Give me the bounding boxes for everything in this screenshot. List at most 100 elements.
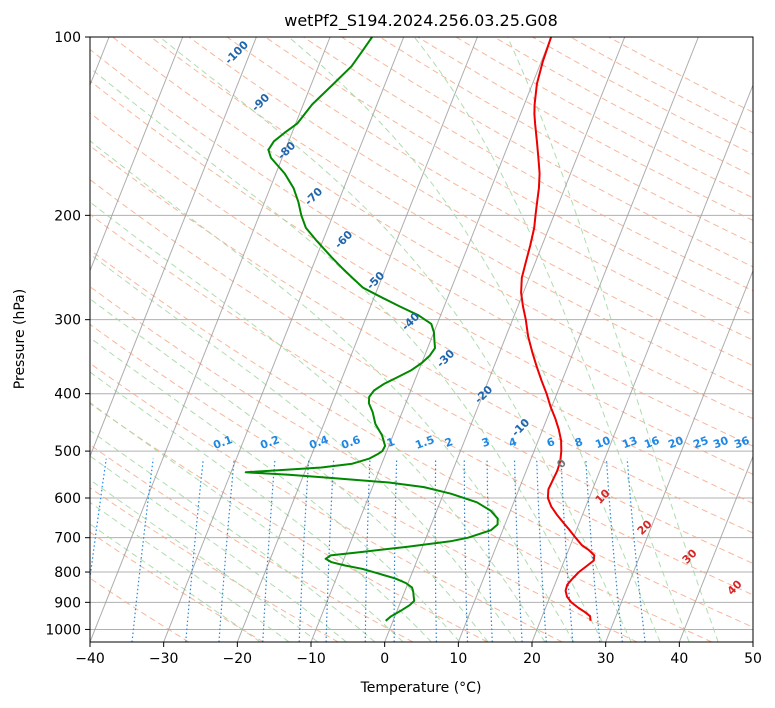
mixing-ratio-label: 16 <box>642 434 661 452</box>
moist-adiabat <box>90 455 347 642</box>
x-tick-label: −40 <box>75 651 105 667</box>
dry-adiabat <box>265 37 753 316</box>
dry-adiabat <box>150 37 753 393</box>
dry-adiabat <box>90 444 414 642</box>
isotherm-label: 0 <box>554 456 569 471</box>
y-axis-ticks: 100 200 300 400 500 600 700 800 900 1000 <box>45 30 90 638</box>
y-axis-label: Pressure (hPa) <box>12 289 28 389</box>
mixing-ratio-label: 10 <box>593 434 612 452</box>
dry-adiabat <box>188 37 753 367</box>
y-tick-label: 300 <box>54 313 81 329</box>
isotherm-line <box>236 37 478 642</box>
dewpoint-profile <box>244 37 499 622</box>
isotherm-line <box>678 454 753 642</box>
dry-adiabat <box>90 487 339 642</box>
mixing-ratio-label: 0.6 <box>339 433 362 452</box>
moist-adiabat <box>90 501 290 642</box>
dry-adiabat <box>226 37 753 341</box>
y-tick-label: 800 <box>54 565 81 581</box>
profiles <box>244 37 596 622</box>
moist-adiabat-label: 30 <box>680 546 700 566</box>
mixing-ratio-line <box>585 458 601 642</box>
y-tick-label: 700 <box>54 531 81 547</box>
moist-adiabat <box>90 479 319 642</box>
moist-adiabat <box>90 140 575 642</box>
mixing-ratio-line <box>560 458 574 642</box>
isotherm-label: -80 <box>275 139 298 162</box>
dry-adiabat <box>90 577 190 642</box>
moist-adiabat <box>159 37 632 642</box>
mixing-ratio-label: 8 <box>573 435 585 450</box>
x-tick-label: 30 <box>597 651 615 667</box>
x-tick-label: 50 <box>744 651 762 667</box>
mixing-ratio-label: 30 <box>711 434 730 452</box>
isotherm-line <box>163 37 405 642</box>
isotherm-label: -60 <box>332 228 355 251</box>
temperature-profile <box>520 37 596 621</box>
moist-adiabat <box>90 298 489 642</box>
y-tick-label: 200 <box>54 208 81 224</box>
dry-adiabat <box>90 48 753 447</box>
y-tick-label: 900 <box>54 595 81 611</box>
isotherm-label: -30 <box>434 347 457 370</box>
dry-adiabat <box>570 37 753 134</box>
dry-adiabat <box>417 37 753 222</box>
dry-adiabat <box>90 145 753 534</box>
x-tick-label: 0 <box>380 651 389 667</box>
y-tick-label: 1000 <box>45 622 81 638</box>
mixing-ratio-line <box>90 458 107 583</box>
mixing-ratio-line <box>298 458 310 642</box>
x-tick-label: 40 <box>670 651 688 667</box>
isotherm-line <box>752 640 753 642</box>
dry-adiabat <box>90 286 712 642</box>
mixing-ratio-line <box>434 458 437 642</box>
mixing-ratio-label: 0.1 <box>211 433 234 452</box>
chart-title: wetPf2_S194.2024.256.03.25.G08 <box>284 11 558 31</box>
x-axis-ticks: −40 −30 −20 −10 0 10 20 30 40 50 <box>75 642 762 667</box>
mixing-ratio-line <box>605 458 623 642</box>
dry-adiabat <box>112 37 753 420</box>
moist-adiabat <box>90 201 546 642</box>
mixing-ratio-label: 0.4 <box>307 433 330 452</box>
dry-adiabat <box>90 178 753 565</box>
mixing-ratio-line <box>536 458 547 642</box>
y-tick-label: 100 <box>54 30 81 46</box>
isotherm-line <box>605 269 753 642</box>
isotherm-label: -20 <box>472 383 495 406</box>
moist-adiabat <box>90 523 261 642</box>
dry-adiabat <box>90 213 753 596</box>
plot-frame <box>89 36 754 643</box>
mixing-ratio-label: 4 <box>507 435 519 450</box>
moist-adiabat-label: 40 <box>725 577 745 597</box>
mixing-ratio-label: 20 <box>666 434 685 452</box>
x-axis-label: Temperature (°C) <box>360 680 482 696</box>
x-tick-label: −30 <box>149 651 179 667</box>
dry-adiabat <box>532 37 753 155</box>
mixing-ratio-label: 1 <box>385 435 397 450</box>
dry-adiabat <box>303 37 753 292</box>
pressure-gridlines <box>90 36 753 630</box>
isotherm-line <box>457 37 699 642</box>
dry-adiabat <box>341 37 753 268</box>
isotherm-line <box>90 37 257 458</box>
mixing-ratio-label: 0.2 <box>258 433 281 452</box>
y-tick-label: 600 <box>54 491 81 507</box>
x-tick-label: 20 <box>523 651 541 667</box>
y-tick-label: 400 <box>54 387 81 403</box>
mixing-ratio-label: 1.5 <box>413 433 436 452</box>
mixing-ratio-label: 2 <box>443 435 455 450</box>
dry-adiabat <box>455 37 753 199</box>
dry-adiabat <box>90 362 563 642</box>
dry-adiabat <box>90 402 488 642</box>
mixing-ratio-label: 36 <box>732 434 751 452</box>
isotherm-line <box>310 37 552 642</box>
moist-adiabat <box>413 37 690 642</box>
x-tick-label: −10 <box>296 651 326 667</box>
x-tick-label: 10 <box>449 651 467 667</box>
moist-adiabat <box>90 402 404 642</box>
isotherm-label: -70 <box>302 185 325 208</box>
isotherm-line <box>90 37 184 273</box>
y-tick-label: 500 <box>54 444 81 460</box>
moist-adiabat <box>90 253 517 642</box>
